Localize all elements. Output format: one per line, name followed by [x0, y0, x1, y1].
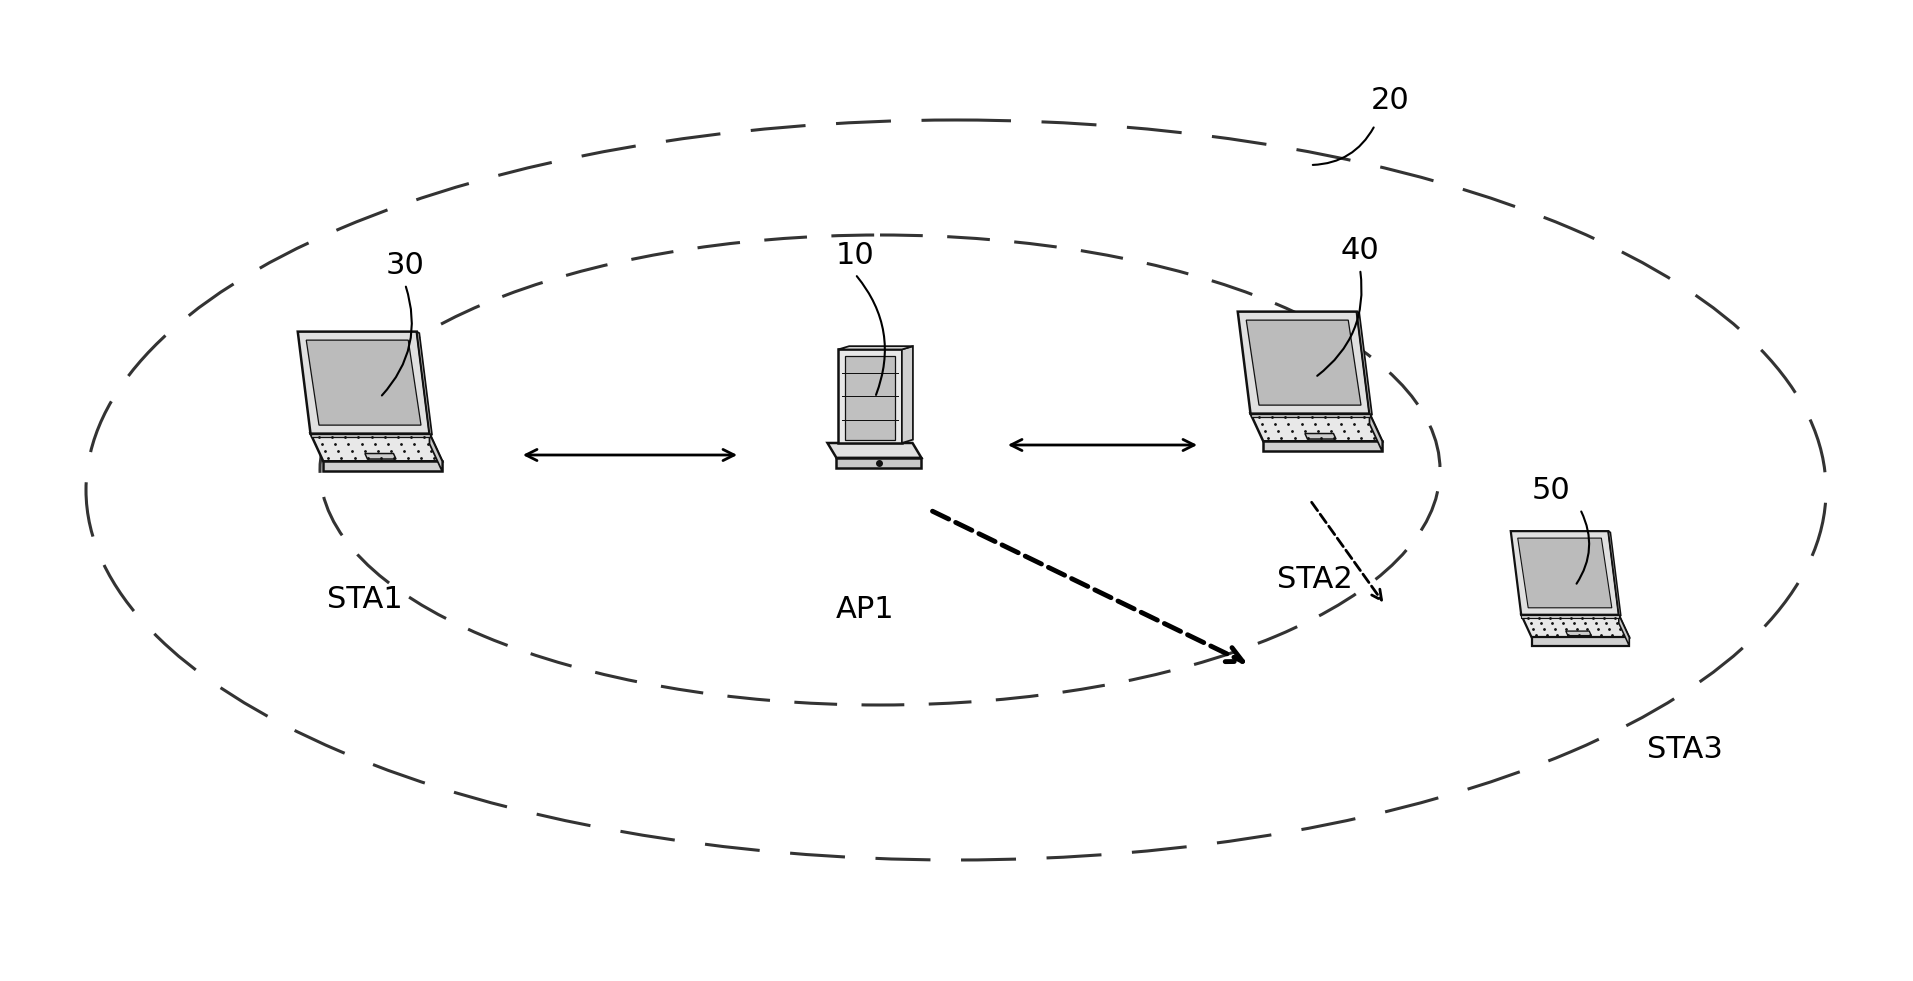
Polygon shape — [1263, 441, 1383, 451]
Polygon shape — [1618, 615, 1630, 645]
Text: STA3: STA3 — [1647, 735, 1724, 764]
Polygon shape — [1251, 414, 1383, 441]
Text: 30: 30 — [386, 251, 425, 280]
Polygon shape — [306, 340, 421, 425]
Text: STA1: STA1 — [327, 585, 404, 614]
Polygon shape — [1521, 615, 1630, 638]
Polygon shape — [838, 349, 901, 443]
Polygon shape — [1567, 631, 1592, 636]
Polygon shape — [836, 458, 922, 468]
Polygon shape — [1370, 414, 1383, 451]
Text: 10: 10 — [836, 241, 874, 270]
Polygon shape — [828, 443, 922, 458]
Polygon shape — [1511, 531, 1618, 615]
Polygon shape — [1245, 320, 1360, 405]
Polygon shape — [430, 434, 442, 472]
Polygon shape — [298, 332, 430, 434]
Polygon shape — [310, 434, 442, 461]
Polygon shape — [417, 332, 432, 436]
Text: 50: 50 — [1530, 476, 1571, 505]
Text: AP1: AP1 — [836, 595, 893, 624]
Polygon shape — [1609, 531, 1620, 616]
Text: 20: 20 — [1370, 86, 1410, 115]
Polygon shape — [1521, 615, 1618, 618]
Polygon shape — [1532, 638, 1630, 645]
Polygon shape — [310, 434, 430, 437]
Polygon shape — [838, 346, 913, 349]
Polygon shape — [1305, 434, 1335, 439]
Polygon shape — [901, 346, 913, 443]
Text: 40: 40 — [1341, 236, 1379, 265]
Polygon shape — [365, 453, 396, 459]
Polygon shape — [1238, 312, 1370, 414]
Polygon shape — [1251, 414, 1370, 417]
Polygon shape — [1356, 312, 1372, 415]
Text: STA2: STA2 — [1278, 565, 1352, 594]
Polygon shape — [846, 356, 895, 439]
Polygon shape — [323, 461, 442, 472]
Polygon shape — [1517, 539, 1613, 608]
